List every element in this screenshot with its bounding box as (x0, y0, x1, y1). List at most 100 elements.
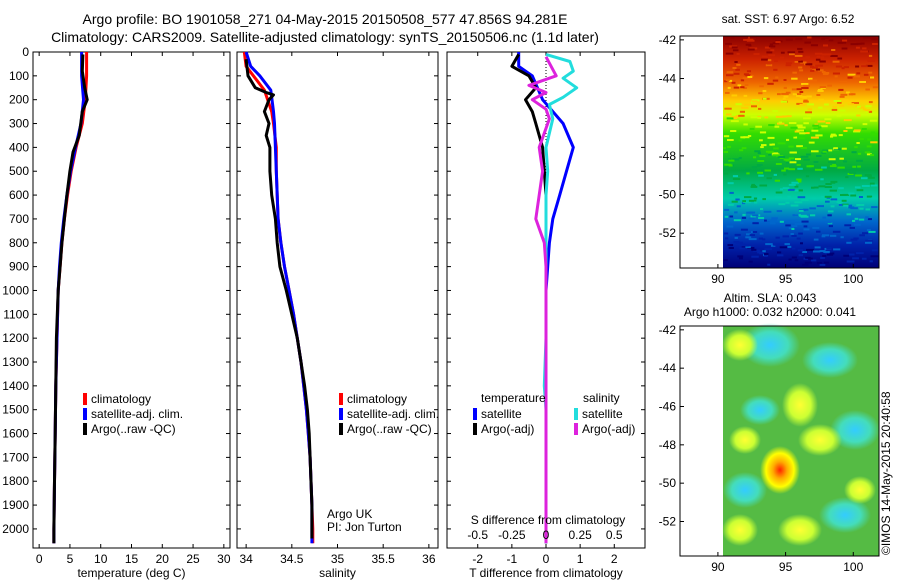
sst-speckle (871, 133, 878, 136)
sst-speckle (767, 82, 774, 85)
sst-speckle (735, 103, 742, 106)
sst-speckle (771, 244, 776, 247)
sst-speckle (856, 114, 861, 117)
sst-speckle (736, 205, 741, 208)
sst-speckle (826, 247, 832, 250)
sst-speckle (772, 154, 780, 157)
sst-speckle (766, 51, 773, 54)
map-x-tick-label: 90 (711, 560, 725, 574)
sst-speckle (792, 247, 796, 250)
sst-speckle (797, 196, 806, 199)
sst-speckle (842, 47, 848, 50)
sst-speckle (821, 166, 827, 169)
sst-speckle (866, 153, 872, 156)
sst-speckle (775, 115, 784, 118)
sst-speckle (728, 164, 733, 167)
sst-speckle (801, 87, 809, 89)
sst-speckle (789, 151, 797, 154)
sst-speckle (870, 255, 879, 258)
sst-speckle (779, 188, 784, 191)
sst-speckle (745, 168, 751, 171)
sst-speckle (819, 263, 826, 266)
sst-speckle (830, 180, 838, 183)
sst-speckle (850, 168, 858, 171)
sst-speckle (804, 41, 811, 44)
temp-x-tick-label: 5 (67, 552, 74, 566)
sst-speckle (862, 232, 869, 235)
sst-speckle (850, 238, 858, 241)
sst-speckle (809, 207, 816, 210)
sst-speckle (865, 241, 872, 244)
sst-speckle (853, 237, 859, 240)
sst-speckle (849, 253, 855, 256)
sst-speckle (728, 247, 734, 249)
sst-speckle (811, 129, 819, 132)
sst-speckle (788, 122, 797, 124)
sst-speckle (767, 263, 771, 266)
sla-map: Altim. SLA: 0.043 Argo h1000: 0.032 h200… (659, 291, 880, 574)
sst-speckle (785, 220, 793, 223)
sst-speckle (744, 103, 751, 106)
sst-speckle (789, 161, 797, 164)
sst-speckle (824, 261, 830, 264)
sst-speckle (854, 186, 861, 189)
sst-speckle (822, 73, 829, 76)
sst-speckle (853, 223, 861, 226)
sst-speckle (841, 199, 847, 202)
sst-speckle (781, 115, 787, 118)
sst-speckle (817, 89, 823, 91)
sst-speckle (822, 234, 830, 237)
sst-speckle (829, 252, 835, 255)
sst-speckle (840, 93, 848, 96)
sst-speckle (861, 185, 870, 187)
sst-speckle (865, 36, 871, 39)
sst-speckle (744, 84, 749, 86)
sst-speckle (776, 254, 784, 257)
sla-blob (723, 472, 767, 508)
sst-speckle (810, 65, 815, 68)
sst-speckle (768, 124, 775, 127)
sst-speckle (849, 226, 855, 229)
sst-speckle (747, 48, 755, 51)
sst-speckle (798, 60, 803, 63)
sst-speckle (856, 252, 864, 255)
sst-speckle (798, 232, 803, 235)
sst-speckle (820, 257, 825, 259)
sst-speckle (812, 124, 819, 127)
diff-x-tick-label: 0 (543, 552, 550, 566)
sst-speckle (831, 108, 838, 111)
sst-speckle (852, 257, 859, 260)
sst-speckle (752, 231, 758, 233)
diff-legend-swatch (473, 408, 477, 420)
sst-speckle (798, 254, 804, 257)
sst-speckle (751, 248, 757, 251)
sst-speckle (733, 219, 742, 222)
diff-top-tick-label: 0 (543, 528, 550, 542)
sst-speckle (798, 209, 804, 212)
sst-speckle (785, 161, 791, 164)
depth-tick-label: 100 (9, 69, 29, 83)
sst-speckle (726, 71, 734, 74)
sla-map-nodata-area (680, 326, 723, 556)
sst-speckle (841, 41, 847, 44)
sst-speckle (847, 76, 853, 79)
sst-speckle (745, 236, 752, 239)
sst-speckle (806, 114, 815, 117)
sst-speckle (743, 123, 748, 126)
map-x-tick-label: 100 (843, 560, 863, 574)
sst-speckle (794, 58, 801, 61)
sst-speckle (739, 243, 746, 246)
sst-speckle (783, 86, 787, 89)
sst-speckle (735, 198, 740, 201)
sst-speckle (851, 93, 856, 96)
sst-speckle (828, 39, 834, 42)
sla-map-texture (722, 323, 880, 546)
sst-speckle (757, 116, 761, 119)
sst-speckle (838, 203, 843, 206)
sst-speckle (745, 43, 751, 46)
sst-speckle (784, 167, 790, 170)
sst-speckle (805, 111, 812, 114)
sst-speckle (868, 54, 873, 57)
depth-tick-label: 800 (9, 236, 29, 250)
sst-speckle (865, 216, 869, 219)
